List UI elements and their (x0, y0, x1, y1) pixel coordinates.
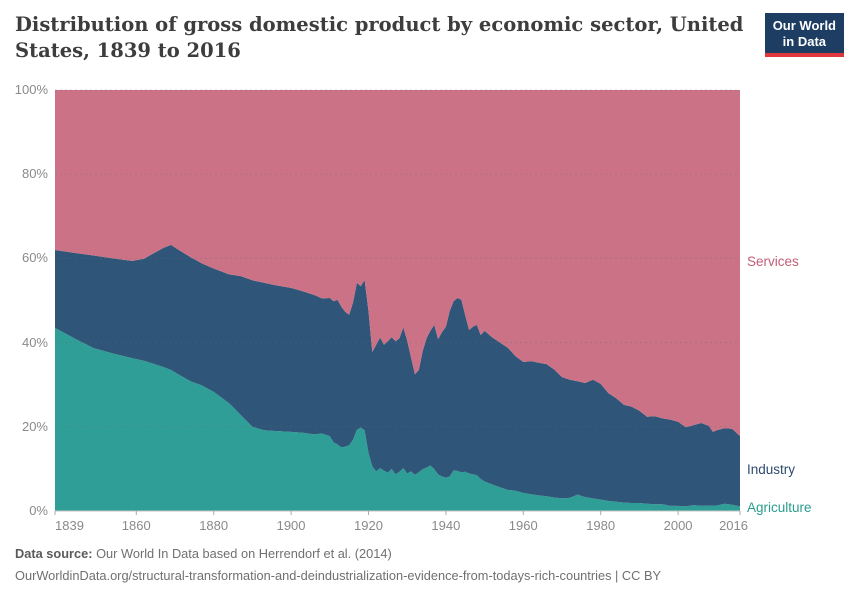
owid-logo[interactable]: Our World in Data (764, 13, 844, 57)
data-source-text: Our World In Data based on Herrendorf et… (92, 546, 392, 561)
x-axis-label-1940: 1940 (431, 518, 461, 533)
area-industry (55, 244, 740, 507)
y-axis-label-20%: 20% (21, 418, 48, 434)
data-source-line: Data source: Our World In Data based on … (15, 546, 392, 561)
x-axis-label-1920: 1920 (354, 518, 383, 533)
x-axis-label-2016: 2016 (719, 518, 748, 533)
x-axis-label-1839: 1839 (55, 518, 84, 533)
owid-logo-line2: in Data (782, 34, 827, 49)
page-title-line2: States, 1839 to 2016 (15, 39, 241, 62)
y-axis-label-40%: 40% (21, 334, 48, 350)
owid-logo-line1: Our World (772, 18, 836, 33)
series-label-industry: Industry (747, 462, 796, 478)
y-axis-label-0%: 0% (29, 503, 48, 518)
x-axis-label-2000: 2000 (663, 518, 693, 533)
area-services (55, 90, 740, 437)
series-label-services: Services (747, 254, 799, 270)
page-title: Distribution of gross domestic product b… (15, 12, 760, 64)
footer-citation-link[interactable]: OurWorldinData.org/structural-transforma… (15, 568, 662, 583)
x-axis-label-1860: 1860 (121, 518, 151, 533)
x-axis-label-1880: 1880 (199, 518, 229, 533)
data-source-label: Data source: (15, 546, 93, 561)
page-title-line1: Distribution of gross domestic product b… (15, 13, 744, 36)
y-axis-label-100%: 100% (14, 82, 48, 97)
x-axis-label-1960: 1960 (508, 518, 538, 533)
x-axis-label-1980: 1980 (586, 518, 616, 533)
x-axis-label-1900: 1900 (276, 518, 306, 533)
area-agriculture (55, 327, 740, 511)
y-axis-label-60%: 60% (21, 250, 48, 266)
series-label-agriculture: Agriculture (747, 499, 812, 515)
y-axis-label-80%: 80% (21, 166, 48, 182)
